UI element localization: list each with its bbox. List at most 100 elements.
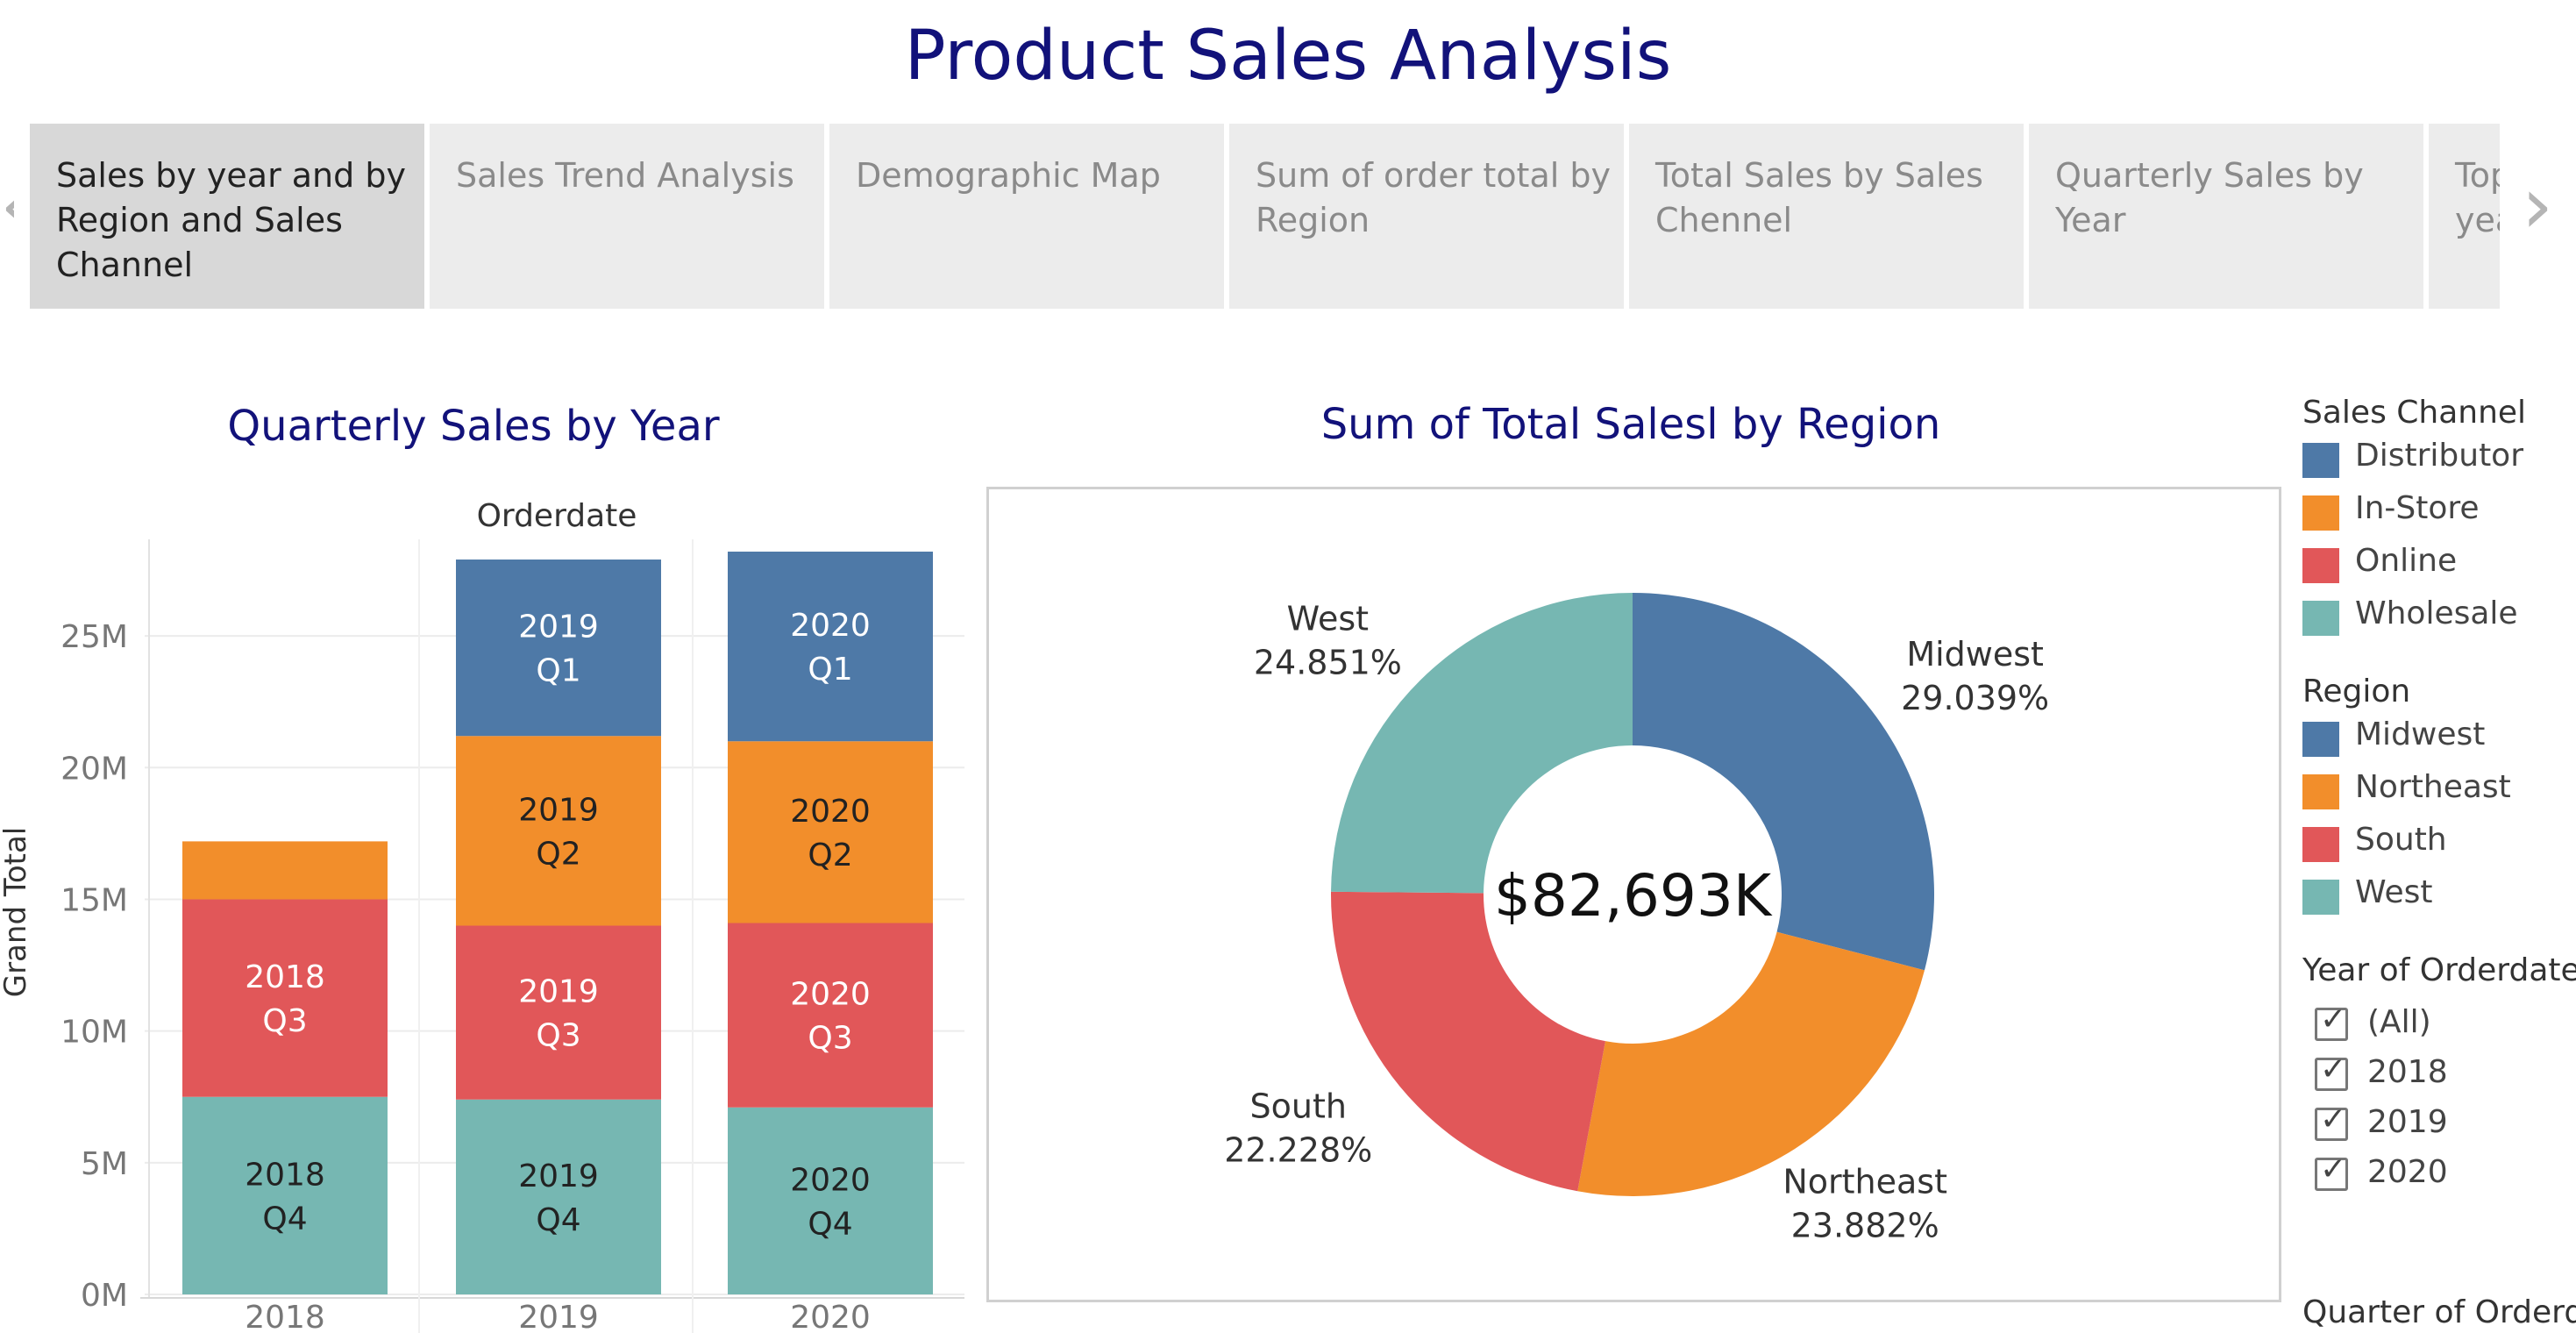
bar-data-label: Q2	[536, 836, 580, 872]
region-legend-swatch	[2302, 880, 2339, 915]
bar-segment	[182, 841, 388, 900]
tab-label-line: Channel	[56, 246, 194, 284]
orderdate-header: Orderdate	[476, 498, 637, 534]
tab-label-line: Sales by year and by	[56, 156, 406, 195]
sales-channel-legend-swatch	[2302, 495, 2339, 531]
bar-data-label: Q1	[808, 652, 852, 688]
donut-slice-northeast	[1577, 931, 1925, 1196]
tab-label-line: Sum of order total by	[1256, 156, 1611, 195]
x-tick-label: 2018	[245, 1300, 325, 1333]
bar-data-label: 2020	[790, 608, 871, 644]
year-filter-label: 2020	[2367, 1154, 2448, 1190]
check-icon: ✓	[2320, 1151, 2347, 1187]
bar-data-label: Q4	[536, 1202, 580, 1238]
region-legend-label: Northeast	[2355, 769, 2511, 805]
x-tick-label: 2020	[790, 1300, 871, 1333]
donut-label-name: South	[1250, 1087, 1347, 1126]
donut-label-percent: 22.228%	[1224, 1131, 1372, 1170]
tab-label-line: Year	[2055, 201, 2126, 239]
bar-data-label: Q3	[808, 1021, 852, 1057]
tab-4[interactable]: Total Sales by Sales Chennel	[1629, 124, 2024, 309]
tab-label-line: Demographic Map	[856, 156, 1161, 195]
donut-label-percent: 29.039%	[1901, 679, 2049, 717]
x-tick-label: 2019	[518, 1300, 599, 1333]
region-legend-title: Region	[2302, 674, 2411, 709]
donut-chart-frame	[986, 487, 2281, 1302]
sales-channel-legend: Sales Channel Distributor In-Store Online W…	[2302, 395, 2576, 649]
tab-6[interactable]: Top yea	[2429, 124, 2500, 309]
bar-segment	[728, 1107, 933, 1294]
y-tick-label: 5M	[81, 1146, 128, 1182]
region-legend-label: South	[2355, 822, 2447, 858]
y-tick-label: 25M	[60, 619, 128, 655]
donut-label-name: West	[1287, 599, 1369, 638]
bar-segment	[456, 925, 661, 1100]
bar-data-label: 2019	[518, 792, 599, 828]
sales-channel-legend-swatch	[2302, 443, 2339, 478]
checkbox[interactable]: ✓	[2315, 1101, 2348, 1141]
tab-label-line: Top	[2455, 156, 2500, 195]
checkbox[interactable]: ✓	[2315, 1051, 2348, 1091]
sales-channel-legend-swatch	[2302, 548, 2339, 583]
sales-channel-legend-label: Distributor	[2355, 438, 2524, 474]
y-tick-label: 20M	[60, 751, 128, 787]
region-legend-label: West	[2355, 874, 2433, 910]
check-icon: ✓	[2320, 1101, 2347, 1137]
bar-segment	[728, 923, 933, 1108]
bar-segment	[182, 1096, 388, 1294]
tab-label-line: yea	[2455, 201, 2500, 239]
region-legend-swatch	[2302, 722, 2339, 757]
year-filter: Year of Orderdate ✓ (All) ✓ 2018 ✓ 2019 ✓ 2020	[2302, 952, 2576, 1215]
tab-5[interactable]: Quarterly Sales by Year	[2029, 124, 2423, 309]
bar-data-label: 2019	[518, 1158, 599, 1194]
donut-label-percent: 23.882%	[1791, 1207, 1939, 1245]
bar-data-label: Q3	[536, 1018, 580, 1054]
bar-data-label: 2018	[245, 1157, 325, 1193]
page-title: Product Sales Analysis	[904, 17, 1672, 96]
tab-label-line: Quarterly Sales by	[2055, 156, 2364, 195]
sales-channel-legend-swatch	[2302, 601, 2339, 636]
sales-channel-legend-label: Wholesale	[2355, 595, 2518, 631]
bar-data-label: 2020	[790, 977, 871, 1013]
bar-data-label: 2020	[790, 794, 871, 830]
bar-data-label: 2019	[518, 974, 599, 1010]
bar-segment	[182, 899, 388, 1097]
bar-segment	[456, 736, 661, 926]
year-filter-label: (All)	[2367, 1004, 2431, 1040]
y-tick-label: 15M	[60, 882, 128, 918]
bar-segment	[728, 552, 933, 742]
region-donut-chart: Midwest 29.039% Northeast 23.882% South 22.22…	[1224, 593, 2049, 1245]
donut-chart-title: Sum of Total Salesl by Region	[1320, 400, 1941, 449]
region-legend: Region Midwest Northeast South West	[2302, 674, 2576, 928]
chevron-right-icon[interactable]: ›	[2522, 160, 2553, 252]
bar-data-label: Q1	[536, 653, 580, 689]
year-filter-label: 2018	[2367, 1054, 2448, 1090]
checkbox[interactable]: ✓	[2315, 1002, 2348, 1041]
donut-slice-south	[1331, 891, 1605, 1192]
tab-label-line: Chennel	[1655, 201, 1793, 239]
sales-channel-legend-label: Online	[2355, 543, 2458, 579]
y-tick-label: 0M	[81, 1278, 128, 1314]
bar-data-label: Q3	[262, 1003, 307, 1039]
bar-segment	[456, 560, 661, 737]
y-tick-label: 10M	[60, 1015, 128, 1051]
tab-3[interactable]: Sum of order total by Region	[1229, 124, 1624, 309]
donut-slice-midwest	[1633, 593, 1934, 971]
donut-slice-west	[1331, 593, 1633, 894]
year-filter-label: 2019	[2367, 1104, 2448, 1140]
tab-2[interactable]: Demographic Map	[829, 124, 1224, 309]
bar-data-label: 2018	[245, 959, 325, 995]
tab-0[interactable]: Sales by year and by Region and Sales Chan…	[30, 124, 424, 309]
bar-segment	[728, 741, 933, 923]
chevron-left-icon[interactable]: ‹	[0, 167, 14, 246]
region-legend-swatch	[2302, 774, 2339, 809]
bar-data-label: Q4	[262, 1201, 307, 1237]
quarterly-sales-chart: 0M 5M 10M 15M 20M 25M 2018 Q4 2018 Q3 2018 2019 Q4 20…	[60, 539, 964, 1333]
sales-channel-legend-title: Sales Channel	[2302, 395, 2527, 431]
checkbox[interactable]: ✓	[2315, 1151, 2348, 1191]
tab-1[interactable]: Sales Trend Analysis	[430, 124, 824, 309]
tab-label-line: Sales Trend Analysis	[456, 156, 794, 195]
sales-channel-legend-label: In-Store	[2355, 490, 2480, 526]
tab-label-line: Region	[1256, 201, 1370, 239]
bar-segment	[456, 1099, 661, 1294]
